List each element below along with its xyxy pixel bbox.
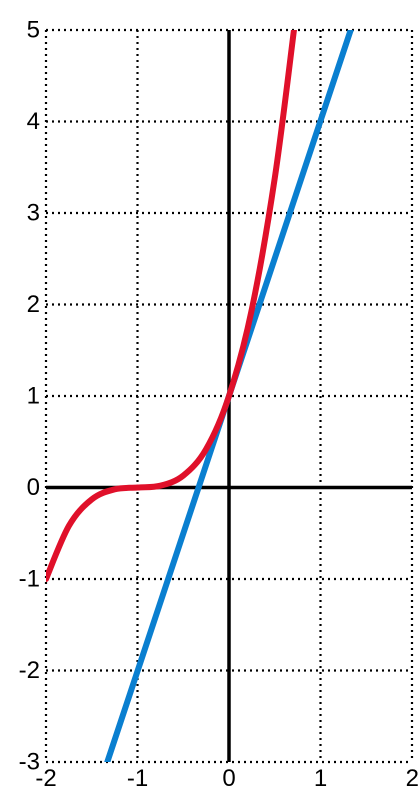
y-tick-label: 2 (27, 291, 40, 318)
x-tick-label: 2 (406, 765, 419, 792)
x-tick-label: -2 (35, 765, 56, 792)
y-tick-label: -1 (19, 566, 40, 593)
x-tick-label: 0 (222, 765, 235, 792)
series-lines (46, 30, 354, 762)
y-tick-label: 3 (27, 200, 40, 227)
x-tick-label: 1 (314, 765, 327, 792)
grid-lines (44, 28, 414, 764)
y-tick-label: 5 (27, 17, 40, 44)
y-tick-label: 4 (27, 108, 40, 135)
x-tick-label: -1 (127, 765, 148, 792)
y-tick-label: -2 (19, 657, 40, 684)
y-tick-label: 0 (27, 474, 40, 501)
y-tick-label: 1 (27, 383, 40, 410)
series-line-0 (46, 30, 297, 582)
y-tick-label: -3 (19, 749, 40, 776)
